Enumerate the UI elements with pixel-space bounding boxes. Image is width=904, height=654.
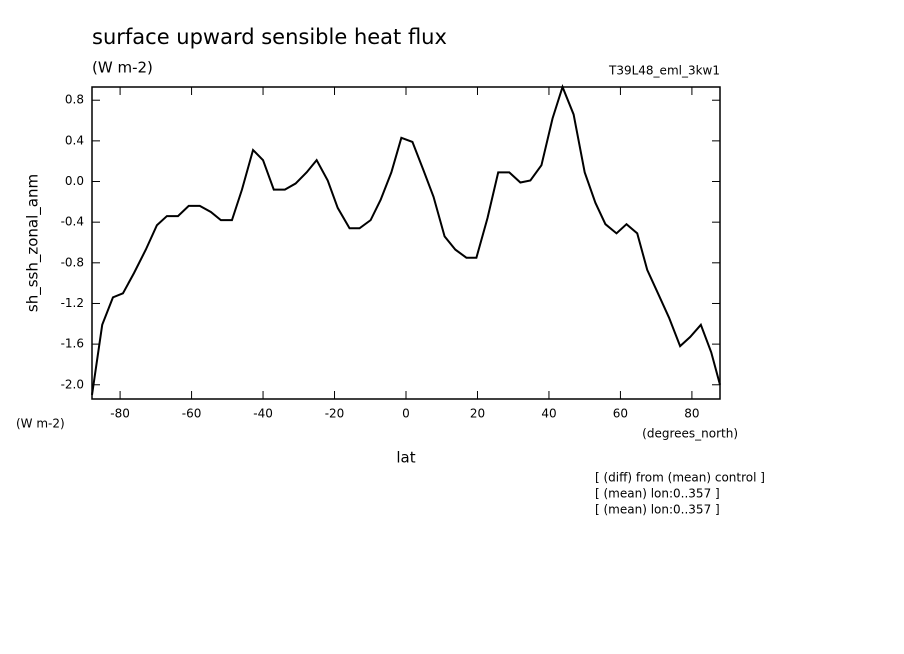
y-tick-label: 0.0 — [65, 174, 84, 188]
y-axis-label: sh_ssh_zonal_anm — [24, 174, 43, 312]
y-tick-label: -1.6 — [61, 337, 84, 351]
x-units: (degrees_north) — [642, 427, 738, 441]
x-tick-label: -20 — [325, 407, 345, 421]
x-tick-label: 0 — [402, 407, 410, 421]
x-tick-label: 20 — [470, 407, 485, 421]
x-tick-label: -60 — [182, 407, 202, 421]
note: [ (mean) lon:0..357 ] — [595, 487, 720, 501]
plot-frame — [91, 86, 721, 400]
note: [ (mean) lon:0..357 ] — [595, 503, 720, 517]
note: [ (diff) from (mean) control ] — [595, 471, 765, 485]
subtitle: (W m-2) — [92, 59, 153, 77]
y-tick-label: -1.2 — [61, 296, 84, 310]
x-tick-label: 40 — [541, 407, 556, 421]
y-units: (W m-2) — [16, 417, 65, 431]
y-tick-label: -0.4 — [61, 215, 84, 229]
run-label: T39L48_eml_3kw1 — [608, 64, 720, 78]
data-line — [91, 84, 721, 396]
x-tick-label: 60 — [613, 407, 628, 421]
x-axis-label: lat — [396, 449, 415, 467]
y-tick-label: 0.8 — [65, 93, 84, 107]
x-tick-label: 80 — [684, 407, 699, 421]
y-tick-label: -0.8 — [61, 255, 84, 269]
y-tick-label: -2.0 — [61, 377, 84, 391]
x-tick-label: -80 — [110, 407, 130, 421]
x-tick-label: -40 — [253, 407, 273, 421]
chart-title: surface upward sensible heat flux — [92, 25, 447, 49]
y-tick-label: 0.4 — [65, 133, 84, 147]
